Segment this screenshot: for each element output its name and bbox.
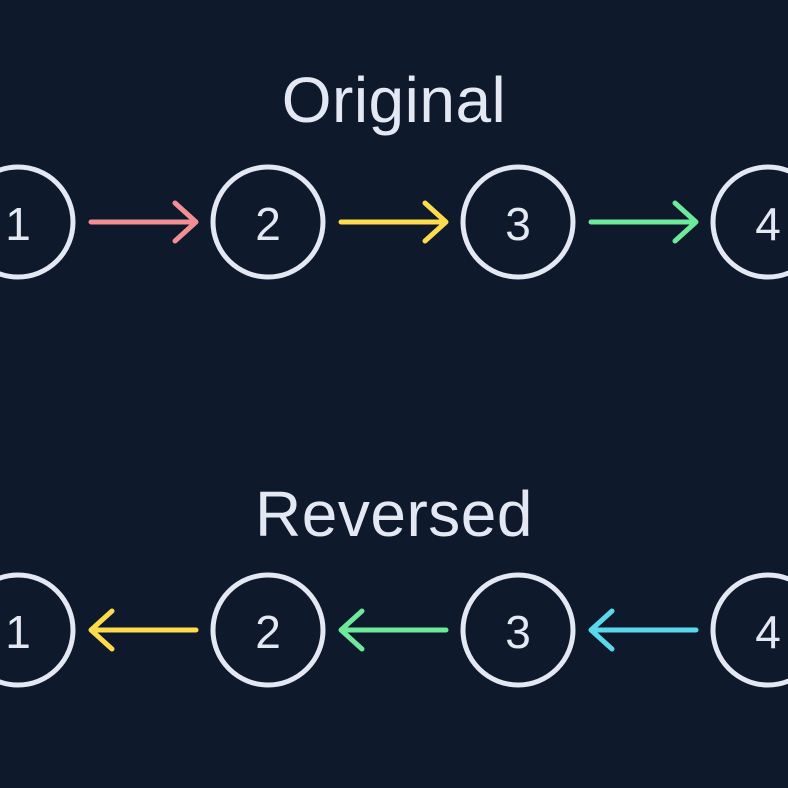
reversed-node-4-label: 4: [755, 606, 781, 658]
right-arrow-icon: [88, 200, 199, 244]
left-arrow-icon: [588, 608, 699, 652]
reversed-node-2-label: 2: [255, 606, 281, 658]
original-arrow-2-to-3: [338, 200, 449, 244]
original-title: Original: [281, 64, 507, 136]
reversed-node-2: 2: [210, 572, 326, 688]
left-arrow-icon: [88, 608, 199, 652]
reversed-node-4-circle: [710, 572, 788, 688]
left-arrow-icon: [338, 608, 449, 652]
original-node-4: 4: [710, 164, 788, 280]
original-node-1-circle: [0, 164, 76, 280]
reversed-arrow-4-to-3: [588, 608, 699, 652]
original-node-4-label: 4: [755, 198, 781, 250]
original-node-4-circle: [710, 164, 788, 280]
reversed-node-3-circle: [460, 572, 576, 688]
reversed-node-3: 3: [460, 572, 576, 688]
original-node-2: 2: [210, 164, 326, 280]
original-node-1: 1: [0, 164, 76, 280]
original-node-1-label: 1: [5, 198, 31, 250]
original-node-3-label: 3: [505, 198, 531, 250]
original-node-2-circle: [210, 164, 326, 280]
reversed-node-1-circle: [0, 572, 76, 688]
original-arrow-3-to-4: [588, 200, 699, 244]
original-arrow-1-to-2: [88, 200, 199, 244]
reversed-list-row: 1 2 3 4: [0, 572, 788, 688]
reversed-node-1-label: 1: [5, 606, 31, 658]
reversed-node-1: 1: [0, 572, 76, 688]
reversed-node-2-circle: [210, 572, 326, 688]
original-node-2-label: 2: [255, 198, 281, 250]
reversed-arrow-2-to-1: [88, 608, 199, 652]
original-node-3: 3: [460, 164, 576, 280]
original-list-row: 1 2 3 4: [0, 164, 788, 280]
original-node-3-circle: [460, 164, 576, 280]
reversed-arrow-3-to-2: [338, 608, 449, 652]
reversed-title: Reversed: [255, 478, 533, 550]
reversed-node-3-label: 3: [505, 606, 531, 658]
reversed-node-4: 4: [710, 572, 788, 688]
right-arrow-icon: [588, 200, 699, 244]
right-arrow-icon: [338, 200, 449, 244]
